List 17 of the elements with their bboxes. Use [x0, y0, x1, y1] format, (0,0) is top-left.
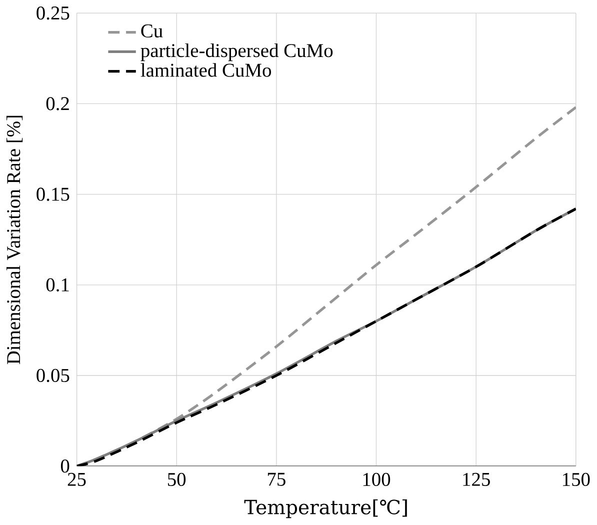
y-tick-label: 0.15 [36, 188, 70, 202]
x-tick-label: 50 [168, 473, 186, 486]
x-tick-label: 125 [463, 473, 490, 486]
x-tick-label: 75 [268, 473, 286, 486]
legend-label: laminated CuMo [140, 63, 272, 77]
y-tick-label: 0.25 [36, 6, 70, 20]
y-tick-label: 0.05 [36, 369, 70, 382]
legend-label: particle-dispersed CuMo [140, 44, 333, 62]
y-axis-title: Dimensional Variation Rate [%] [6, 116, 23, 364]
x-tick-label: 150 [563, 473, 590, 486]
y-tick-label: 0.1 [46, 278, 69, 292]
x-tick-label: 25 [68, 473, 86, 486]
y-tick-label: 0.2 [46, 97, 69, 110]
x-tick-label: 100 [363, 473, 390, 486]
legend-label: Cu [141, 24, 163, 38]
y-tick-label: 0 [60, 460, 70, 473]
x-axis-title: Temperature[℃] [244, 500, 407, 518]
